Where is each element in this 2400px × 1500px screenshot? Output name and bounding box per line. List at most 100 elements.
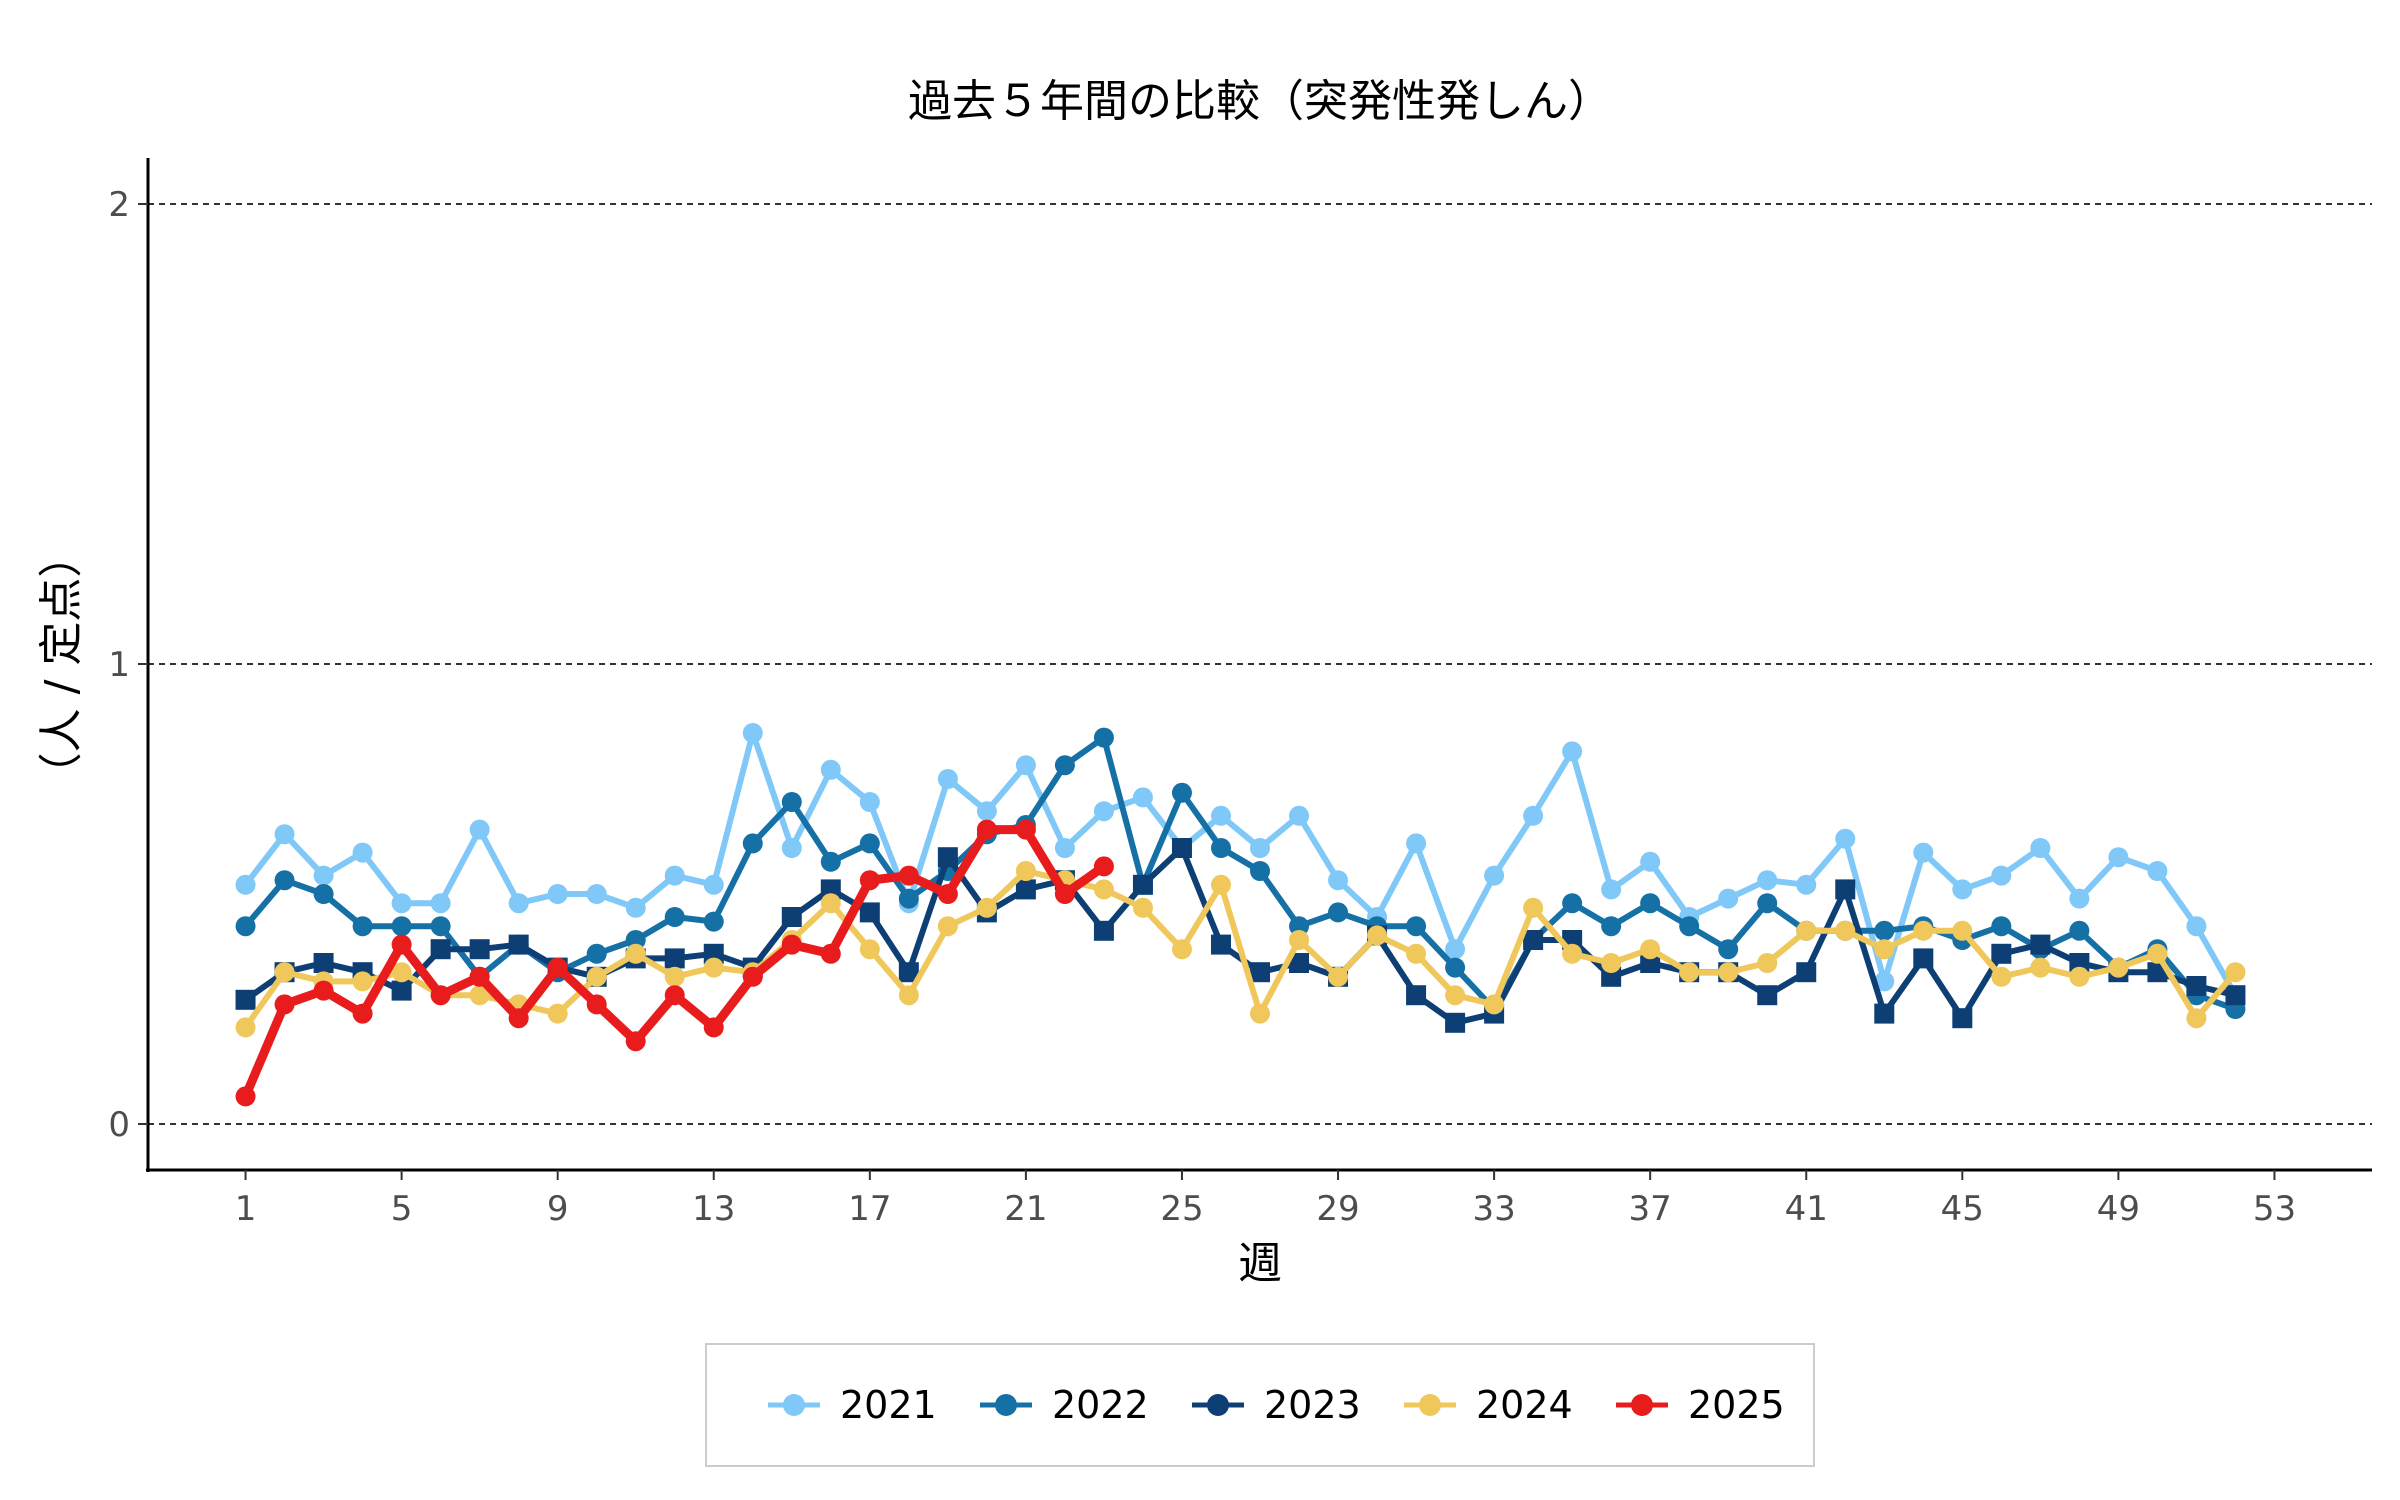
data-point-2023 — [391, 980, 412, 1001]
data-point-2024 — [2147, 943, 2168, 964]
data-point-2023 — [508, 934, 529, 955]
x-tick-label: 53 — [2253, 1189, 2296, 1229]
data-point-2023 — [1406, 985, 1427, 1006]
data-point-2025 — [820, 943, 841, 964]
series-line-2021 — [242, 730, 2239, 999]
data-point-2021 — [1640, 851, 1661, 872]
data-point-2023 — [313, 953, 334, 973]
data-point-2021 — [625, 897, 646, 918]
legend-swatch-marker — [783, 1394, 805, 1416]
data-point-2024 — [391, 962, 412, 983]
data-point-2023 — [430, 939, 451, 960]
data-point-2024 — [820, 893, 841, 914]
data-point-2021 — [1718, 888, 1739, 909]
legend-label: 2023 — [1264, 1383, 1361, 1427]
data-point-2021 — [352, 842, 373, 863]
data-point-2022 — [1757, 893, 1778, 914]
data-point-2025 — [586, 994, 607, 1015]
data-point-2024 — [937, 916, 958, 937]
data-point-2025 — [235, 1086, 256, 1107]
data-point-2022 — [313, 884, 334, 904]
data-point-2024 — [1250, 1003, 1270, 1024]
data-point-2021 — [313, 865, 334, 886]
data-point-2024 — [1171, 939, 1192, 960]
x-tick-label: 13 — [692, 1189, 735, 1229]
data-point-2025 — [937, 884, 958, 904]
y-tick-label: 1 — [108, 645, 130, 685]
data-point-2023 — [664, 948, 685, 969]
data-point-2023 — [781, 907, 802, 927]
data-point-2021 — [1289, 805, 1310, 826]
data-point-2022 — [1991, 916, 2012, 937]
data-point-2023 — [1796, 962, 1817, 983]
data-point-2022 — [742, 833, 763, 854]
data-point-2023 — [2225, 985, 2246, 1006]
legend-label: 2024 — [1476, 1383, 1573, 1427]
data-point-2024 — [1757, 953, 1778, 973]
data-point-2024 — [1601, 953, 1622, 973]
data-point-2022 — [1406, 916, 1427, 937]
data-point-2023 — [820, 879, 841, 900]
legend: 2021 2022 2023 2024 2025 — [705, 1343, 1815, 1467]
data-point-2024 — [1835, 920, 1856, 941]
data-point-2023 — [1093, 920, 1114, 941]
y-tick-label: 0 — [108, 1105, 130, 1145]
data-point-2024 — [1132, 897, 1153, 918]
data-point-2024 — [235, 1017, 256, 1038]
data-point-2022 — [859, 833, 880, 854]
data-point-2024 — [2225, 962, 2246, 983]
data-point-2022 — [1874, 920, 1895, 941]
y-tick-label: 2 — [108, 185, 130, 225]
data-point-2021 — [703, 874, 724, 895]
data-point-2021 — [664, 865, 685, 886]
data-point-2022 — [1328, 902, 1349, 923]
data-point-2025 — [313, 980, 334, 1001]
data-point-2024 — [1210, 874, 1231, 895]
x-tick-label: 37 — [1629, 1189, 1672, 1229]
data-point-2021 — [1445, 939, 1466, 960]
data-point-2021 — [2030, 838, 2051, 858]
data-point-2021 — [1054, 838, 1075, 858]
legend-swatch-marker — [995, 1394, 1017, 1416]
data-point-2023 — [1874, 1003, 1895, 1024]
data-point-2025 — [274, 994, 295, 1015]
chart-title: 過去５年間の比較（突発性発しん） — [908, 76, 1612, 127]
data-point-2021 — [391, 893, 412, 914]
data-point-2022 — [1250, 861, 1270, 881]
x-axis-title: 週 — [1238, 1238, 1282, 1289]
data-point-2023 — [2186, 976, 2207, 996]
data-point-2021 — [2147, 861, 2168, 881]
series-2021 — [235, 723, 2246, 1006]
data-point-2025 — [352, 1003, 373, 1024]
data-point-2022 — [781, 792, 802, 812]
data-point-2021 — [1328, 870, 1349, 891]
x-tick-label: 5 — [391, 1189, 413, 1229]
data-point-2023 — [1171, 838, 1192, 858]
data-point-2025 — [430, 985, 451, 1006]
data-point-2023 — [859, 902, 880, 923]
data-point-2023 — [1640, 953, 1661, 973]
x-tick-label: 17 — [848, 1189, 891, 1229]
x-tick-label: 25 — [1160, 1189, 1203, 1229]
y-axis-title: （人 / 定点） — [36, 534, 87, 797]
legend-item-2022: 2022 — [980, 1383, 1149, 1427]
data-point-2024 — [1367, 925, 1388, 946]
data-point-2024 — [1484, 994, 1505, 1015]
series-layer — [235, 723, 2246, 1107]
data-point-2025 — [469, 966, 490, 987]
data-point-2024 — [703, 957, 724, 978]
data-point-2024 — [625, 943, 646, 964]
data-point-2022 — [2069, 920, 2090, 941]
data-point-2021 — [274, 824, 295, 845]
data-point-2024 — [1796, 920, 1817, 941]
data-point-2021 — [859, 792, 880, 812]
data-point-2024 — [1679, 962, 1700, 983]
data-point-2025 — [1093, 856, 1114, 877]
data-point-2024 — [1015, 861, 1036, 881]
data-point-2021 — [1132, 787, 1153, 808]
data-point-2024 — [1991, 966, 2012, 987]
data-point-2025 — [781, 934, 802, 955]
data-point-2022 — [1054, 755, 1075, 776]
data-point-2025 — [898, 865, 919, 886]
